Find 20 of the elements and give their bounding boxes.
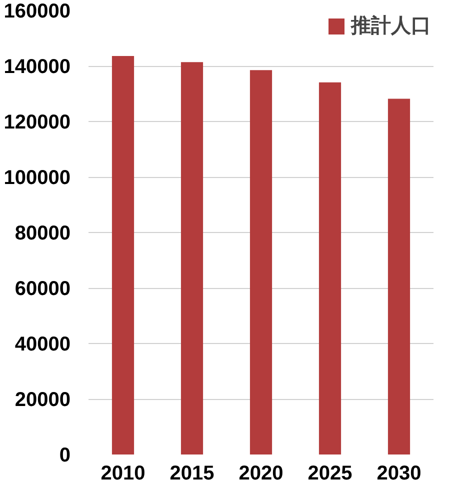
y-tick-label: 160000 (4, 0, 71, 22)
bar (250, 70, 272, 454)
y-tick-label: 80000 (14, 222, 71, 244)
y-tick-label: 120000 (4, 112, 71, 134)
bar (318, 82, 342, 454)
x-tick-label: 2030 (376, 462, 422, 482)
bar (388, 98, 410, 454)
y-tick-label: 140000 (4, 56, 71, 78)
bar (112, 56, 134, 454)
x-tick-label: 2015 (170, 462, 214, 482)
x-tick-label: 2010 (100, 462, 146, 482)
legend-label: 推計人口 (351, 14, 431, 39)
y-tick-label: 60000 (14, 278, 71, 300)
x-tick-label: 2020 (238, 462, 284, 482)
x-tick-label: 2025 (308, 462, 352, 482)
y-tick-label: 40000 (14, 334, 71, 356)
y-tick-label: 0 (59, 444, 70, 466)
y-tick-label: 20000 (14, 389, 71, 411)
y-tick-label: 100000 (4, 167, 71, 189)
bar (180, 62, 204, 454)
